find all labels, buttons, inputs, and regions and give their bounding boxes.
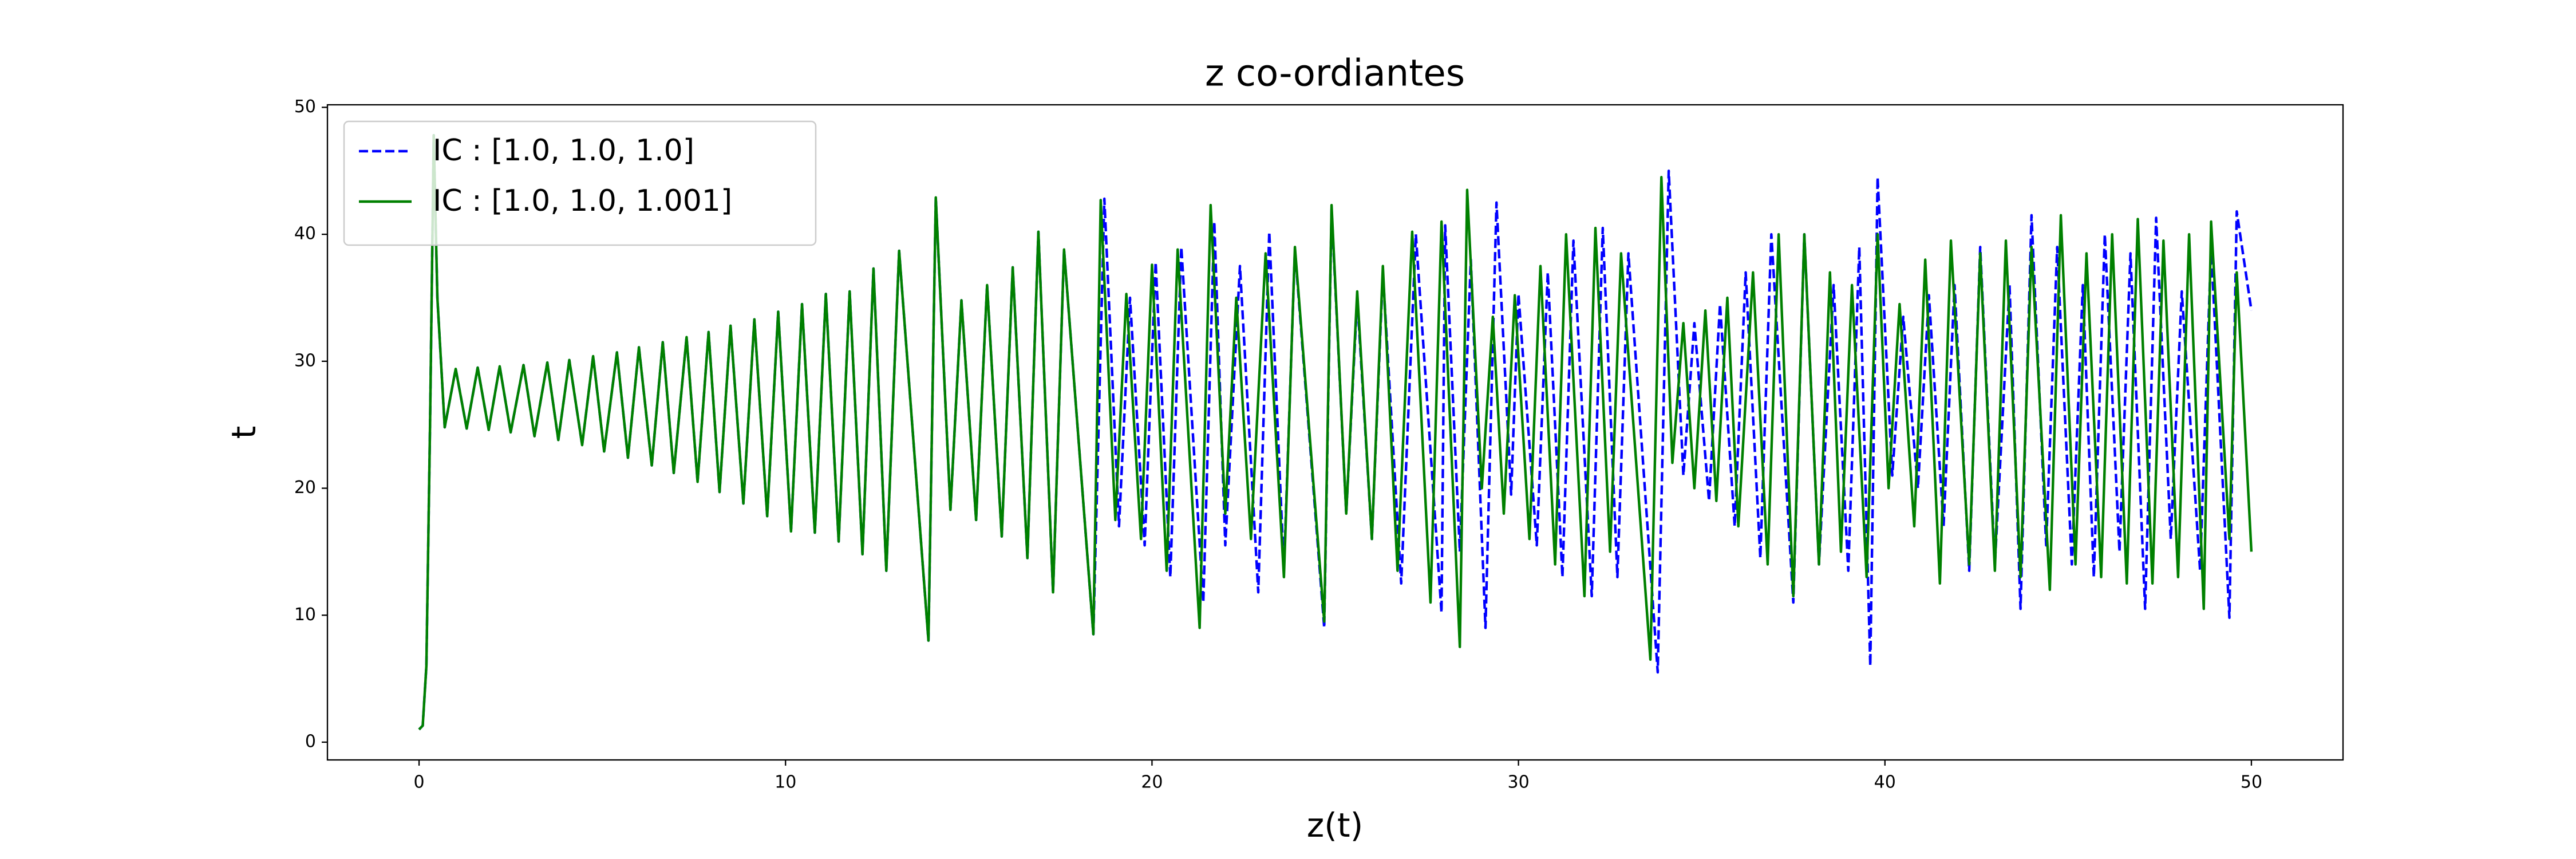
y-tick-label: 30 — [294, 350, 316, 371]
series-line — [418, 134, 2253, 731]
plot-frame — [326, 104, 2344, 761]
chart-title: z co-ordiantes — [1205, 53, 1465, 95]
x-tick-label: 50 — [2241, 773, 2262, 793]
y-tick-label: 50 — [294, 97, 316, 117]
legend-label: IC : [1.0, 1.0, 1.0] — [433, 133, 694, 168]
x-tick-label: 0 — [413, 773, 424, 793]
y-tick-label: 0 — [305, 731, 316, 751]
x-axis-label: z(t) — [1307, 806, 1363, 845]
y-tick-label: 10 — [294, 605, 316, 625]
x-tick-label: 20 — [1141, 773, 1163, 793]
x-tick-label: 10 — [775, 773, 796, 793]
x-tick-label: 40 — [1874, 773, 1896, 793]
y-tick-label: 20 — [294, 478, 316, 498]
x-tick-label: 30 — [1507, 773, 1529, 793]
y-tick-label: 40 — [294, 224, 316, 244]
legend-box — [343, 120, 817, 246]
legend-label: IC : [1.0, 1.0, 1.001] — [433, 184, 732, 218]
y-axis-label: t — [224, 426, 263, 439]
